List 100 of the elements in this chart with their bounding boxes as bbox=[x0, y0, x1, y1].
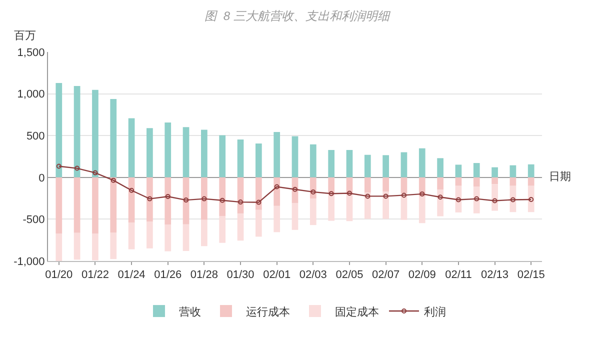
x-tick-label: 02/03 bbox=[299, 269, 327, 282]
bar bbox=[256, 143, 262, 178]
bar bbox=[528, 164, 534, 178]
bar bbox=[256, 210, 262, 237]
x-tick-label: 01/24 bbox=[118, 269, 146, 282]
bar bbox=[455, 177, 462, 186]
bar bbox=[510, 177, 516, 186]
bar bbox=[74, 177, 80, 233]
legend-label: 营收 bbox=[179, 305, 201, 318]
bar bbox=[237, 140, 244, 178]
bar bbox=[310, 144, 316, 178]
point bbox=[310, 189, 316, 194]
bar bbox=[310, 198, 316, 226]
bar bbox=[274, 132, 280, 178]
bar bbox=[92, 177, 98, 234]
bar bbox=[201, 220, 208, 246]
x-tick-label: 02/15 bbox=[517, 269, 545, 282]
point bbox=[328, 191, 334, 196]
bar bbox=[473, 163, 480, 178]
bar bbox=[219, 177, 226, 216]
bar bbox=[473, 177, 480, 187]
bar bbox=[328, 150, 334, 178]
point bbox=[129, 188, 134, 193]
bar bbox=[256, 177, 262, 210]
bar bbox=[146, 177, 153, 222]
bar bbox=[219, 216, 226, 243]
x-tick-label: 02/09 bbox=[408, 269, 436, 282]
bar bbox=[528, 186, 534, 212]
x-tick-label: 02/05 bbox=[336, 269, 364, 282]
bar bbox=[400, 177, 408, 194]
bar bbox=[182, 224, 190, 251]
x-axis-title: 日期 bbox=[549, 171, 571, 183]
point bbox=[456, 197, 461, 202]
bar bbox=[74, 232, 80, 260]
bar bbox=[455, 164, 462, 178]
bar bbox=[492, 184, 498, 211]
point bbox=[474, 196, 480, 202]
point bbox=[365, 194, 370, 199]
y-tick-label: -500 bbox=[22, 214, 45, 226]
point bbox=[492, 198, 498, 204]
point bbox=[202, 196, 207, 202]
bar bbox=[382, 177, 389, 192]
point bbox=[165, 194, 170, 200]
point bbox=[256, 200, 262, 205]
bar bbox=[201, 130, 208, 178]
bar bbox=[164, 224, 172, 252]
point bbox=[438, 194, 443, 200]
bar bbox=[292, 136, 298, 178]
legend-label: 固定成本 bbox=[335, 305, 379, 318]
bar bbox=[56, 177, 62, 234]
chart-title: 图 8 三大航营收、支出和利润明细 bbox=[204, 9, 392, 24]
bar bbox=[201, 177, 208, 220]
bar bbox=[346, 150, 353, 178]
bar bbox=[437, 177, 444, 190]
point bbox=[74, 166, 80, 171]
bar bbox=[146, 128, 153, 178]
point bbox=[238, 200, 244, 205]
bar bbox=[274, 206, 280, 232]
bar bbox=[110, 177, 117, 232]
bar bbox=[164, 122, 172, 178]
point bbox=[401, 192, 406, 198]
bar bbox=[437, 158, 444, 178]
point bbox=[292, 186, 298, 192]
bar bbox=[128, 177, 135, 223]
bar bbox=[292, 202, 298, 230]
bar bbox=[274, 177, 280, 206]
bar bbox=[92, 234, 98, 260]
x-tick-label: 01/28 bbox=[190, 269, 218, 282]
bar bbox=[237, 177, 244, 214]
bar bbox=[128, 222, 135, 250]
legend-label: 运行成本 bbox=[246, 305, 290, 318]
legend-label: 利润 bbox=[424, 305, 446, 318]
bar bbox=[328, 194, 334, 221]
x-tick-label: 02/13 bbox=[481, 269, 509, 282]
bar bbox=[56, 234, 62, 261]
x-tick-label: 01/30 bbox=[226, 269, 254, 282]
bar bbox=[237, 214, 244, 241]
bar bbox=[400, 152, 408, 178]
bar bbox=[418, 148, 426, 178]
bar bbox=[219, 135, 226, 178]
point bbox=[274, 184, 280, 190]
point bbox=[147, 196, 152, 202]
bar bbox=[528, 177, 534, 186]
x-tick-label: 01/20 bbox=[45, 269, 73, 282]
bar bbox=[510, 165, 516, 178]
bar bbox=[74, 86, 80, 178]
x-tick-label: 02/11 bbox=[445, 269, 472, 282]
bar bbox=[110, 232, 117, 260]
y-tick-label: 1,000 bbox=[17, 88, 45, 101]
bar bbox=[56, 83, 62, 178]
bar bbox=[146, 222, 153, 248]
x-tick-label: 02/01 bbox=[263, 269, 291, 282]
bar bbox=[492, 167, 498, 178]
point bbox=[220, 198, 225, 203]
point bbox=[420, 191, 425, 196]
bar bbox=[182, 127, 190, 178]
bar bbox=[110, 98, 117, 178]
point bbox=[184, 198, 189, 203]
bar bbox=[382, 155, 389, 178]
bar bbox=[164, 177, 172, 225]
